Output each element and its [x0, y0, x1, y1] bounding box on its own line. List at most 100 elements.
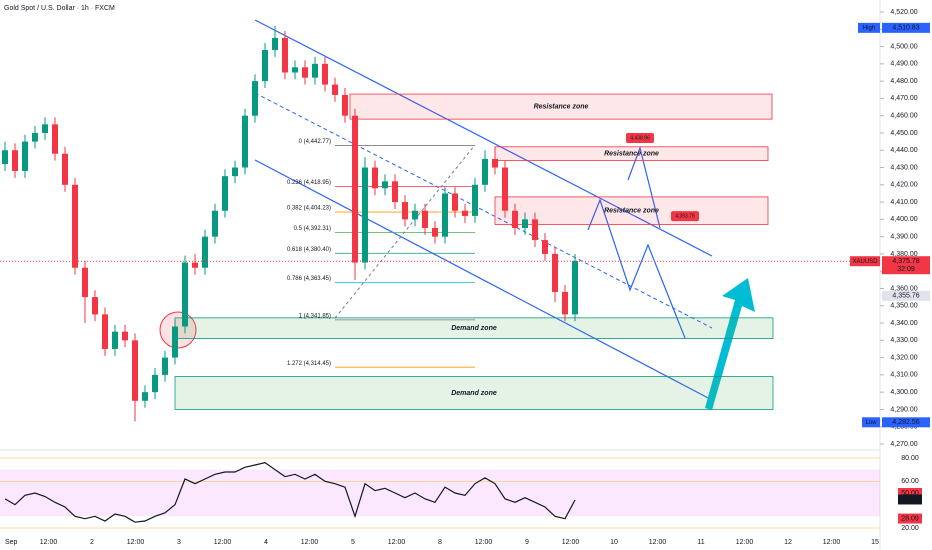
- candle-body: [162, 357, 168, 375]
- candle-body: [182, 262, 188, 327]
- y-tick-label: 4,460.00: [890, 113, 917, 120]
- candle-body: [242, 115, 248, 168]
- y-tick-label: 4,290.00: [890, 406, 917, 413]
- target-tag: [626, 133, 654, 144]
- tag-name: High: [863, 25, 875, 31]
- rsi-tag: [898, 494, 922, 505]
- candle-body: [112, 331, 118, 349]
- price-tag-label: 4,510.83: [892, 25, 919, 32]
- candle-body: [482, 158, 488, 185]
- candle-body: [52, 124, 58, 154]
- y-tick-label: 4,520.00: [890, 9, 917, 16]
- candle-body: [472, 184, 478, 216]
- fib-label: 0.786 (4,363.45): [287, 276, 331, 282]
- tag-name-box: [858, 22, 880, 33]
- y-tick-label: 4,450.00: [890, 130, 917, 137]
- candle-body: [192, 262, 198, 268]
- candle-body: [252, 81, 258, 116]
- y-tick-label: 4,390.00: [890, 233, 917, 240]
- price-tag-label: 4,355.76: [892, 293, 919, 300]
- y-tick-label: 4,380.00: [890, 251, 917, 258]
- y-tick-label: 4,440.00: [890, 147, 917, 154]
- candle-body: [302, 67, 308, 78]
- rsi-tick-label: 80.00: [901, 455, 919, 462]
- candle-body: [432, 228, 438, 237]
- candle-body: [552, 253, 558, 292]
- target-label: 4,438.96: [630, 135, 650, 141]
- fib-label: 0.236 (4,418.95): [287, 180, 331, 186]
- price-tag: [882, 22, 930, 33]
- x-tick-label: 12:00: [388, 539, 406, 546]
- y-tick-label: 4,360.00: [890, 285, 917, 292]
- zone-label: Demand zone: [451, 390, 497, 397]
- tag-name: XAUUSD: [852, 259, 878, 265]
- x-tick-label: 12:00: [301, 539, 319, 546]
- candle-body: [282, 37, 288, 73]
- candle-body: [502, 167, 508, 211]
- rsi-tick-label: 20.00: [901, 525, 919, 532]
- y-tick-label: 4,400.00: [890, 216, 917, 223]
- zone-label: Demand zone: [451, 325, 497, 332]
- fib-trend: [334, 144, 476, 319]
- rsi-tag-label: 28.09: [901, 515, 919, 522]
- channel-lower: [254, 159, 713, 401]
- fib-label: 0.5 (4,392.31): [294, 226, 331, 232]
- x-tick-label: Sep: [5, 539, 18, 546]
- x-tick-label: 5: [351, 539, 355, 546]
- y-tick-label: 4,480.00: [890, 78, 917, 85]
- x-tick-label: 9: [525, 539, 529, 546]
- projection-arrow: [627, 145, 661, 229]
- candle-body: [452, 193, 458, 211]
- rsi-tag: [898, 513, 922, 524]
- candle-body: [352, 115, 358, 263]
- fib-label: 0 (4,442.77): [299, 139, 331, 145]
- zone: [349, 93, 773, 120]
- x-tick-label: 12:00: [649, 539, 667, 546]
- candle-body: [342, 94, 348, 116]
- rsi-tick-label: 60.00: [901, 478, 919, 485]
- tag-name-box: [850, 256, 880, 267]
- fib-label: 0.618 (4,380.40): [287, 247, 331, 253]
- y-tick-label: 4,330.00: [890, 337, 917, 344]
- y-tick-label: 4,310.00: [890, 372, 917, 379]
- candle-body: [362, 167, 368, 263]
- candle-body: [172, 326, 178, 358]
- candle-body: [152, 374, 158, 393]
- x-tick-label: 3: [177, 539, 181, 546]
- x-tick-label: 2: [90, 539, 94, 546]
- x-tick-label: 15: [871, 539, 879, 546]
- candle-body: [372, 167, 378, 189]
- x-tick-label: 8: [438, 539, 442, 546]
- x-tick-label: 10: [610, 539, 618, 546]
- y-tick-label: 4,500.00: [890, 43, 917, 50]
- candle-body: [202, 236, 208, 268]
- candle-body: [262, 50, 268, 82]
- candle-body: [92, 297, 98, 315]
- target-tag: [671, 211, 699, 222]
- rsi-line: [4, 462, 576, 523]
- tag-name: Low: [865, 420, 877, 426]
- y-tick-label: 4,470.00: [890, 95, 917, 102]
- rsi-tag: [898, 488, 922, 498]
- tag-name-box: [862, 417, 880, 428]
- rsi-band: [0, 469, 880, 517]
- y-tick-label: 4,350.00: [890, 303, 917, 310]
- zone-label: Resistance zone: [604, 208, 659, 215]
- zone: [494, 196, 769, 225]
- candle-body: [492, 158, 498, 168]
- y-tick-label: 4,420.00: [890, 182, 917, 189]
- price-tag-label: 4,282.56: [892, 419, 919, 426]
- channel-mid: [254, 92, 713, 329]
- x-tick-label: 12: [784, 539, 792, 546]
- zone-label: Resistance zone: [534, 103, 589, 110]
- candle-body: [572, 260, 578, 315]
- candle-body: [322, 63, 328, 85]
- x-tick-label: 12:00: [562, 539, 580, 546]
- candle-body: [212, 210, 218, 237]
- fib-label: 1 (4,341.85): [299, 313, 331, 319]
- candle-body: [442, 193, 448, 237]
- candle-body: [292, 67, 298, 73]
- y-tick-label: 4,270.00: [890, 441, 917, 448]
- y-tick-label: 4,340.00: [890, 320, 917, 327]
